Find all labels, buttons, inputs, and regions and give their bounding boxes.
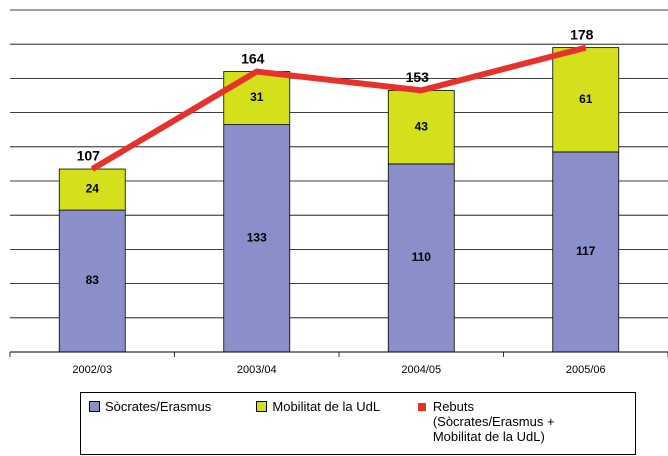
- data-label: 110: [412, 250, 432, 264]
- legend-label: Mobilitat de la UdL: [272, 399, 381, 414]
- x-tick-label: 2004/05: [401, 364, 441, 376]
- bar-segment: [552, 47, 620, 153]
- data-label: 61: [579, 92, 593, 106]
- x-tick-label: 2005/06: [566, 364, 606, 376]
- data-label: 31: [250, 90, 264, 104]
- bar-segment: [58, 209, 126, 353]
- x-tick-label: 2003/04: [237, 364, 277, 376]
- legend-item: Sòcrates/Erasmus: [81, 393, 256, 454]
- chart: 2002/03 2003/04 2004/05 2005/06 83 24 133 31 110…: [9, 9, 668, 376]
- legend-item: Mobilitat de la UdL: [256, 393, 415, 454]
- data-label: 153: [406, 69, 430, 85]
- legend: Sòcrates/Erasmus Mobilitat de la UdL Rebut…: [80, 392, 636, 455]
- data-label: 24: [86, 182, 100, 196]
- data-label: 107: [77, 148, 101, 164]
- data-label: 117: [576, 244, 596, 258]
- line: [90, 44, 587, 172]
- x-tick-label: 2002/03: [72, 364, 112, 376]
- legend-item: Rebuts (Sòcrates/Erasmus + Mobilitat de …: [416, 393, 635, 454]
- legend-swatch: [417, 403, 426, 411]
- legend-label: Sòcrates/Erasmus: [105, 399, 212, 414]
- legend-swatch: [89, 401, 100, 412]
- data-label: 164: [241, 50, 265, 66]
- bar-segment: [223, 71, 291, 125]
- bar-segment: [58, 168, 126, 211]
- bar-segment: [387, 89, 455, 165]
- data-label: 83: [86, 273, 100, 287]
- bar-segment: [223, 124, 291, 353]
- data-label: 133: [247, 230, 267, 244]
- legend-label: Rebuts (Sòcrates/Erasmus + Mobilitat de …: [432, 399, 555, 444]
- bar-segment: [387, 163, 455, 353]
- data-label: 43: [415, 119, 429, 133]
- data-label: 178: [570, 26, 594, 42]
- legend-swatch: [256, 401, 268, 412]
